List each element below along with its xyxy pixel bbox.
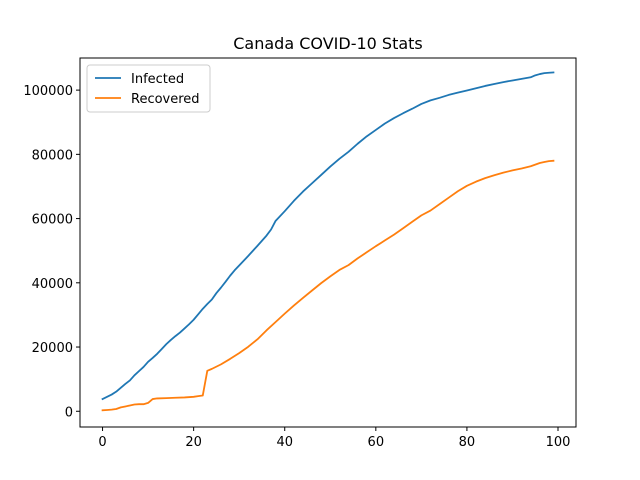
y-axis: 0 20000 40000 60000 80000 100000 [23,84,80,420]
y-tick-label: 20000 [32,341,73,356]
y-tick-label: 0 [65,405,73,420]
legend-label-infected: Infected [131,72,184,87]
chart-title: Canada COVID-10 Stats [233,34,423,53]
series-line-infected [101,71,555,401]
x-tick-label: 60 [368,435,385,450]
legend: Infected Recovered [86,64,211,113]
y-tick-label: 40000 [32,277,73,292]
plot-area [79,57,577,428]
series-line-recovered [101,159,555,412]
x-tick-label: 80 [459,435,476,450]
x-tick-label: 40 [276,435,293,450]
axes-frame [79,57,577,428]
x-tick-label: 100 [546,435,571,450]
legend-label-recovered: Recovered [131,92,200,107]
y-tick-label: 80000 [32,148,73,163]
y-tick-label: 100000 [23,84,73,99]
legend-box [86,64,211,113]
x-axis: 0 20 40 60 80 100 [98,427,570,450]
y-tick-label: 60000 [32,213,73,228]
x-tick-label: 0 [98,435,106,450]
x-tick-label: 20 [185,435,202,450]
